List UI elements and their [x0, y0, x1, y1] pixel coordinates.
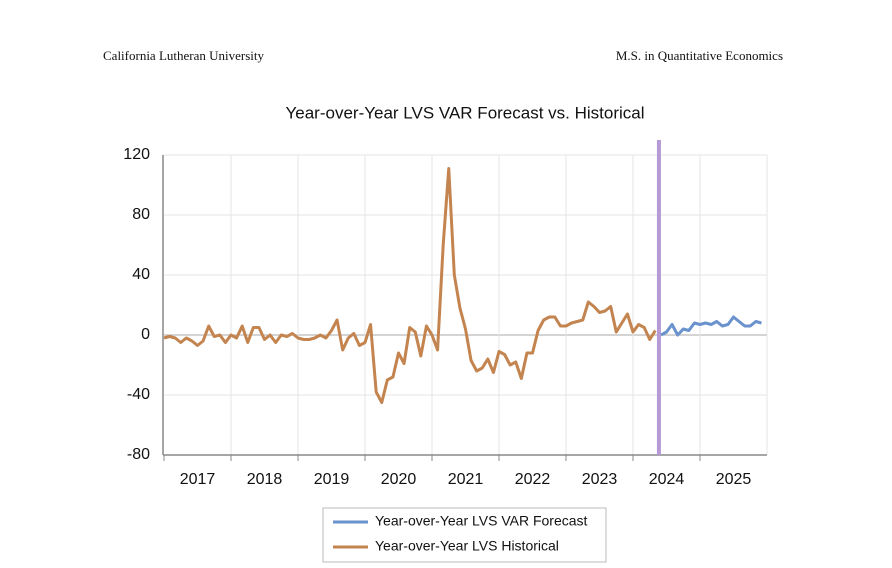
x-tick-label: 2023 [582, 471, 618, 488]
x-tick-label: 2024 [649, 471, 685, 488]
series-line [660, 315, 762, 337]
x-tick-label: 2017 [180, 471, 216, 488]
x-tick-label: 2022 [515, 471, 551, 488]
series-line [163, 167, 657, 404]
header-left: California Lutheran University [103, 48, 265, 63]
x-tick-label: 2020 [381, 471, 417, 488]
chart-title: Year-over-Year LVS VAR Forecast vs. Hist… [285, 103, 644, 122]
y-tick-label: 0 [141, 326, 150, 343]
x-tick-label: 2021 [448, 471, 484, 488]
y-tick-label: 40 [132, 266, 150, 283]
header-right: M.S. in Quantitative Economics [616, 48, 783, 63]
legend-label: Year-over-Year LVS Historical [375, 538, 559, 554]
legend-box [322, 507, 607, 563]
y-tick-label: 80 [132, 206, 150, 223]
x-tick-label: 2019 [314, 471, 350, 488]
legend-label: Year-over-Year LVS VAR Forecast [375, 513, 588, 529]
x-tick-label: 2025 [716, 471, 752, 488]
y-tick-label: -40 [127, 386, 150, 403]
x-tick-label: 2018 [247, 471, 283, 488]
y-tick-label: 120 [123, 146, 150, 163]
y-tick-label: -80 [127, 446, 150, 463]
